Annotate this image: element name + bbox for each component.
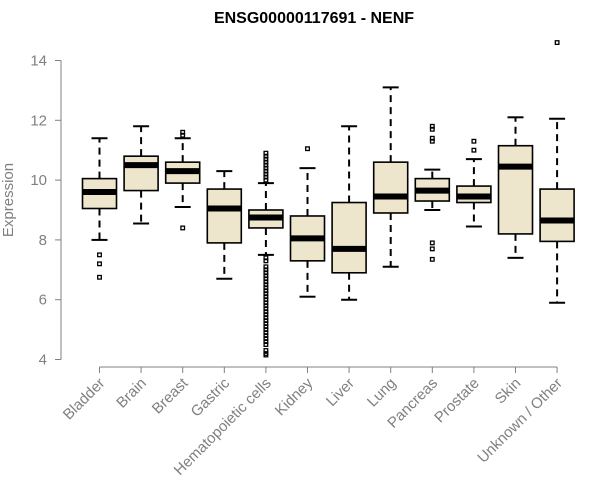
outlier-point (305, 146, 310, 152)
x-tick-label: Liver (323, 375, 358, 410)
y-tick-label: 14 (30, 53, 47, 70)
y-axis: 4 6 8 10 12 14 (30, 53, 62, 369)
outlier-point (429, 240, 435, 246)
outlier-point (554, 40, 560, 46)
box-kidney (289, 146, 326, 298)
iqr-box (123, 155, 159, 192)
y-tick-label: 4 (39, 352, 47, 369)
box-unknown-other (539, 40, 575, 304)
iqr-box (539, 188, 575, 243)
x-tick-label: Bladder (60, 375, 109, 424)
outlier-point (263, 177, 269, 183)
outlier-point (180, 225, 186, 231)
box-hematopoietic-cells (248, 150, 284, 358)
y-tick-label: 10 (30, 172, 47, 189)
y-tick-label: 8 (39, 232, 47, 249)
box-bladder (81, 137, 118, 280)
iqr-box (331, 201, 367, 274)
iqr-box (372, 161, 409, 214)
outlier-point (429, 246, 435, 252)
box-prostate (456, 138, 492, 228)
outlier-point (180, 132, 186, 138)
y-tick-label: 6 (39, 292, 47, 309)
outlier-point (429, 126, 435, 132)
x-tick-label: Kidney (272, 374, 317, 419)
outlier-point (429, 138, 435, 144)
chart-title: ENSG00000117691 - NENF (214, 10, 414, 27)
outlier-point (429, 256, 435, 262)
x-tick-label: Brain (113, 375, 150, 412)
box-brain (123, 125, 159, 225)
outlier-point (471, 147, 477, 153)
x-tick-label: Prostate (431, 375, 483, 427)
iqr-box (497, 144, 534, 235)
y-axis-label: Expression (0, 163, 17, 237)
outlier-point (263, 352, 269, 358)
outlier-point (97, 261, 102, 267)
boxes-layer (81, 40, 575, 358)
outlier-point (97, 252, 102, 258)
outlier-point (263, 342, 269, 347)
y-tick-label: 12 (30, 112, 47, 129)
x-tick-label: Lung (364, 375, 400, 411)
outlier-point (263, 258, 269, 264)
box-pancreas (414, 123, 451, 262)
x-tick-label: Skin (492, 375, 525, 408)
box-gastric (206, 170, 243, 280)
outlier-point (471, 138, 477, 144)
x-tick-label: Breast (149, 374, 192, 417)
outlier-point (97, 274, 102, 280)
box-lung (372, 86, 409, 268)
iqr-box (206, 188, 243, 244)
box-skin (497, 116, 534, 259)
box-breast (164, 129, 201, 231)
box-liver (331, 125, 367, 301)
